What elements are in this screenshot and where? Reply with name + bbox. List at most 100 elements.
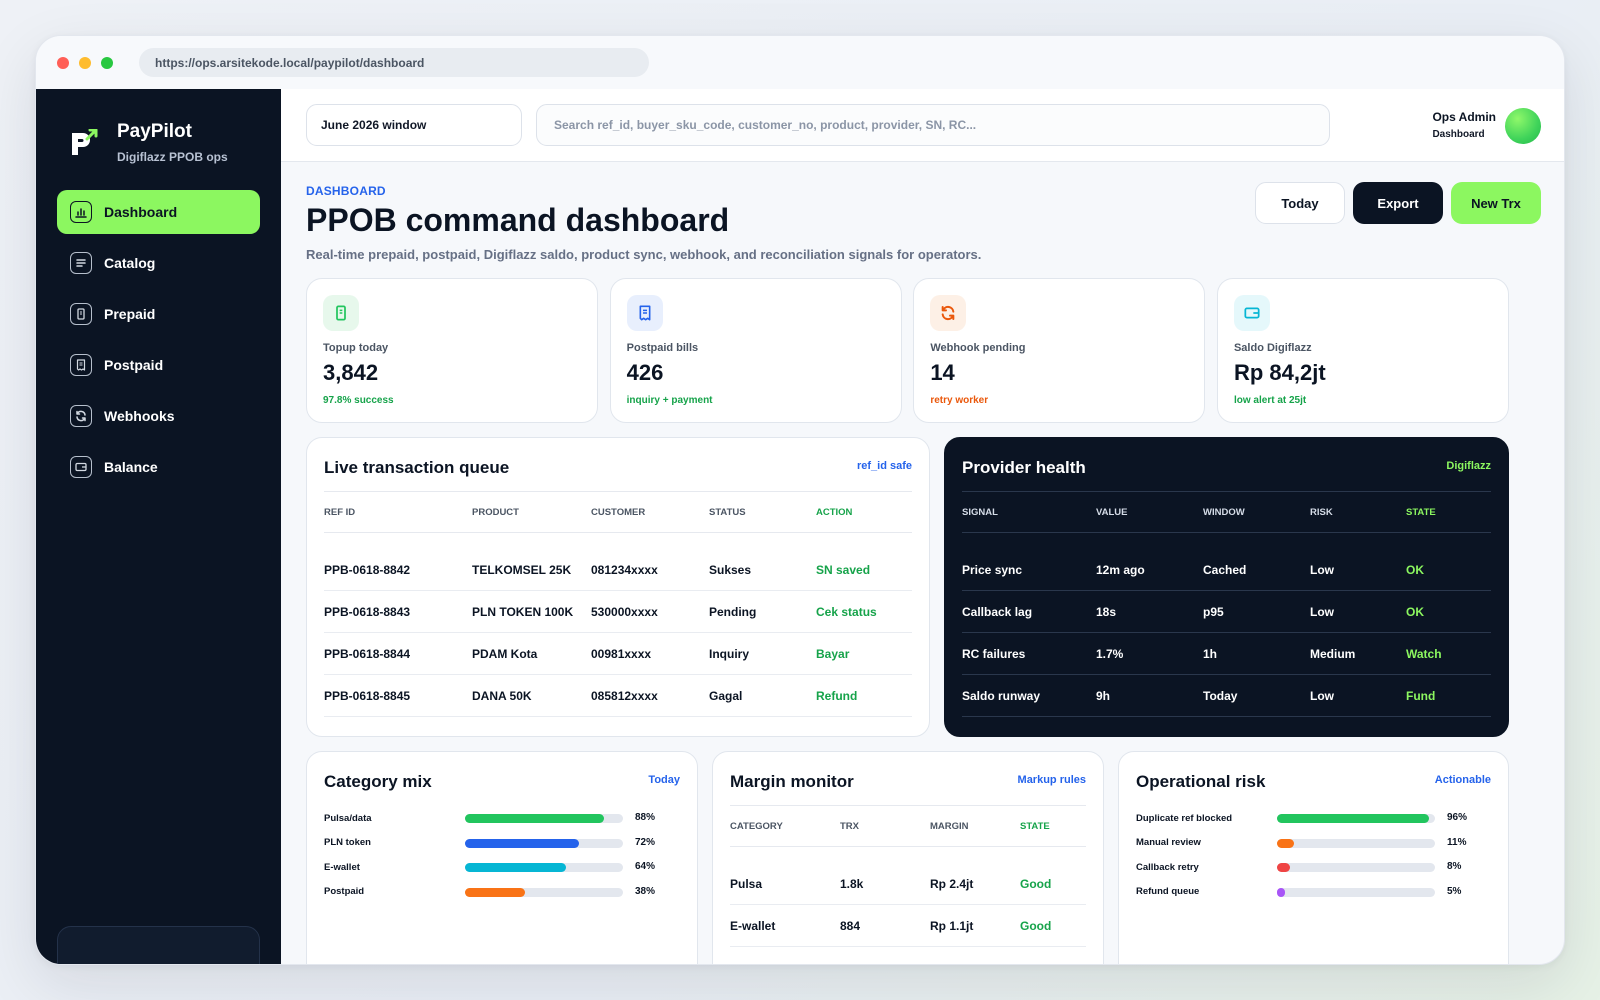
close-window-button[interactable] xyxy=(57,56,69,69)
progress-label: PLN token xyxy=(324,837,371,849)
minimize-window-button[interactable] xyxy=(79,56,91,69)
table-cell: Medium xyxy=(1310,646,1356,661)
row-action[interactable]: SN saved xyxy=(816,562,871,577)
table-row[interactable]: RC failures 1.7% 1h Medium Watch xyxy=(962,633,1491,675)
table-cell: Low xyxy=(1310,562,1334,577)
column-header: VALUE xyxy=(1096,506,1128,518)
queue-title: Live transaction queue xyxy=(324,458,510,477)
table-cell: Callback lag xyxy=(962,604,1033,619)
risk-title: Operational risk xyxy=(1136,772,1266,791)
live-transaction-queue-panel: Live transaction queue ref_id safe REF I… xyxy=(306,437,930,737)
category-bars: Pulsa/data 88% PLN token 72% E-wallet 64% Post… xyxy=(324,806,680,904)
risk-actionable-link[interactable]: Actionable xyxy=(1434,774,1491,786)
sidebar-item-webhooks[interactable]: Webhooks xyxy=(57,394,260,438)
phone-icon xyxy=(323,295,359,331)
table-row[interactable]: PPB-0618-8843 PLN TOKEN 100K 530000xxxx Pen… xyxy=(324,591,912,633)
stat-label: Saldo Digiflazz xyxy=(1233,342,1312,354)
sidebar-item-prepaid[interactable]: Prepaid xyxy=(57,292,260,336)
row-action: Good xyxy=(1020,918,1052,933)
stat-label: Postpaid bills xyxy=(626,342,699,354)
avatar[interactable] xyxy=(1505,108,1541,144)
sidebar-item-label: Balance xyxy=(104,459,158,475)
progress-row: E-wallet 64% xyxy=(324,855,680,880)
row-action[interactable]: Cek status xyxy=(816,604,877,619)
column-header: MARGIN xyxy=(930,820,969,832)
progress-label: Pulsa/data xyxy=(324,812,372,824)
queue-table: REF ID PRODUCT CUSTOMER STATUS ACTION PPB-061… xyxy=(324,491,912,717)
table-row[interactable]: PPB-0618-8842 TELKOMSEL 25K 081234xxxx Suks… xyxy=(324,549,912,591)
search-input[interactable] xyxy=(536,104,1330,146)
progress-percent: 8% xyxy=(1447,861,1462,872)
table-row[interactable]: Pulsa 1.8k Rp 2.4jt Good xyxy=(730,863,1086,905)
table-row[interactable]: PPB-0618-8845 DANA 50K 085812xxxx Gagal Refu… xyxy=(324,675,912,717)
receipt-icon xyxy=(626,295,663,331)
period-selector[interactable]: June 2026 window xyxy=(306,104,522,146)
stat-label: Webhook pending xyxy=(930,342,1026,354)
progress-percent: 72% xyxy=(635,836,656,848)
address-bar[interactable]: https://ops.arsitekode.local/paypilot/da… xyxy=(139,48,649,77)
sidebar-footer-card xyxy=(57,926,260,964)
list-icon xyxy=(70,252,92,274)
table-row[interactable]: PPB-0618-8844 PDAM Kota 00981xxxx Inquiry Ba… xyxy=(324,633,912,675)
stat-card: Postpaid bills 426 inquiry + payment xyxy=(609,278,902,423)
row-action[interactable]: Bayar xyxy=(816,646,850,661)
column-header: CATEGORY xyxy=(730,820,783,832)
sidebar-item-balance[interactable]: Balance xyxy=(57,445,260,489)
row-action: Watch xyxy=(1406,646,1442,661)
progress-percent: 11% xyxy=(1447,836,1467,848)
sidebar-item-postpaid[interactable]: Postpaid xyxy=(57,343,260,387)
table-header: REF ID PRODUCT CUSTOMER STATUS ACTION xyxy=(324,491,912,533)
top-bar: June 2026 window Ops Admin Dashboard xyxy=(281,89,1564,162)
row-action[interactable]: Refund xyxy=(816,688,858,703)
table-cell: Rp 1.1jt xyxy=(930,918,974,933)
provider-digiflazz-link[interactable]: Digiflazz xyxy=(1446,460,1491,472)
table-spacer xyxy=(730,847,1086,863)
progress-fill xyxy=(1277,887,1285,897)
receipt-icon xyxy=(70,354,92,376)
column-header: CUSTOMER xyxy=(591,506,646,518)
table-spacer xyxy=(324,533,912,549)
table-row[interactable]: Price sync 12m ago Cached Low OK xyxy=(962,549,1491,591)
operational-risk-panel: Operational risk Actionable Duplicate re… xyxy=(1118,751,1509,964)
progress-fill xyxy=(465,887,526,897)
stat-card: Webhook pending 14 retry worker xyxy=(913,278,1206,423)
table-cell: PPB-0618-8844 xyxy=(324,646,411,661)
new-trx-button[interactable]: New Trx xyxy=(1451,182,1541,224)
queue-ref-id-safe-link[interactable]: ref_id safe xyxy=(856,460,912,472)
provider-title: Provider health xyxy=(962,458,1086,477)
table-cell: Today xyxy=(1203,688,1238,703)
stat-note: inquiry + payment xyxy=(626,395,713,406)
progress-track xyxy=(465,863,623,872)
page-eyebrow: DASHBOARD xyxy=(306,184,386,198)
category-title: Category mix xyxy=(324,772,432,791)
progress-track xyxy=(1277,814,1435,823)
table-cell: 1.7% xyxy=(1096,646,1124,661)
table-cell: 1h xyxy=(1203,646,1218,661)
progress-percent: 64% xyxy=(635,861,656,872)
table-cell: 085812xxxx xyxy=(591,688,658,703)
table-cell: Low xyxy=(1310,604,1334,619)
progress-label: E-wallet xyxy=(324,861,360,873)
browser-window: https://ops.arsitekode.local/paypilot/da… xyxy=(35,35,1565,965)
table-row[interactable]: Saldo runway 9h Today Low Fund xyxy=(962,675,1491,717)
sidebar-item-dashboard[interactable]: Dashboard xyxy=(57,190,260,234)
brand-subtitle: Digiflazz PPOB ops xyxy=(117,150,228,164)
brand-name: PayPilot xyxy=(117,121,192,142)
maximize-window-button[interactable] xyxy=(101,56,113,69)
sidebar-item-catalog[interactable]: Catalog xyxy=(57,241,260,285)
table-row[interactable]: Callback lag 18s p95 Low OK xyxy=(962,591,1491,633)
progress-row: Postpaid 38% xyxy=(324,880,680,905)
table-cell: Low xyxy=(1310,688,1334,703)
provider-health-panel: Provider health Digiflazz SIGNAL VALUE WIN… xyxy=(944,437,1509,737)
export-button[interactable]: Export xyxy=(1353,182,1443,224)
row-action: OK xyxy=(1406,604,1424,619)
markup-rules-link[interactable]: Markup rules xyxy=(1017,774,1086,786)
table-header: SIGNAL VALUE WINDOW RISK STATE xyxy=(962,491,1491,533)
today-button[interactable]: Today xyxy=(1255,182,1345,224)
table-row[interactable]: E-wallet 884 Rp 1.1jt Good xyxy=(730,905,1086,947)
user-menu[interactable]: Ops Admin Dashboard xyxy=(1432,110,1496,140)
progress-row: Manual review 11% xyxy=(1136,831,1491,856)
category-today-link[interactable]: Today xyxy=(648,774,680,786)
progress-track xyxy=(465,838,623,848)
phone-icon xyxy=(70,303,92,325)
